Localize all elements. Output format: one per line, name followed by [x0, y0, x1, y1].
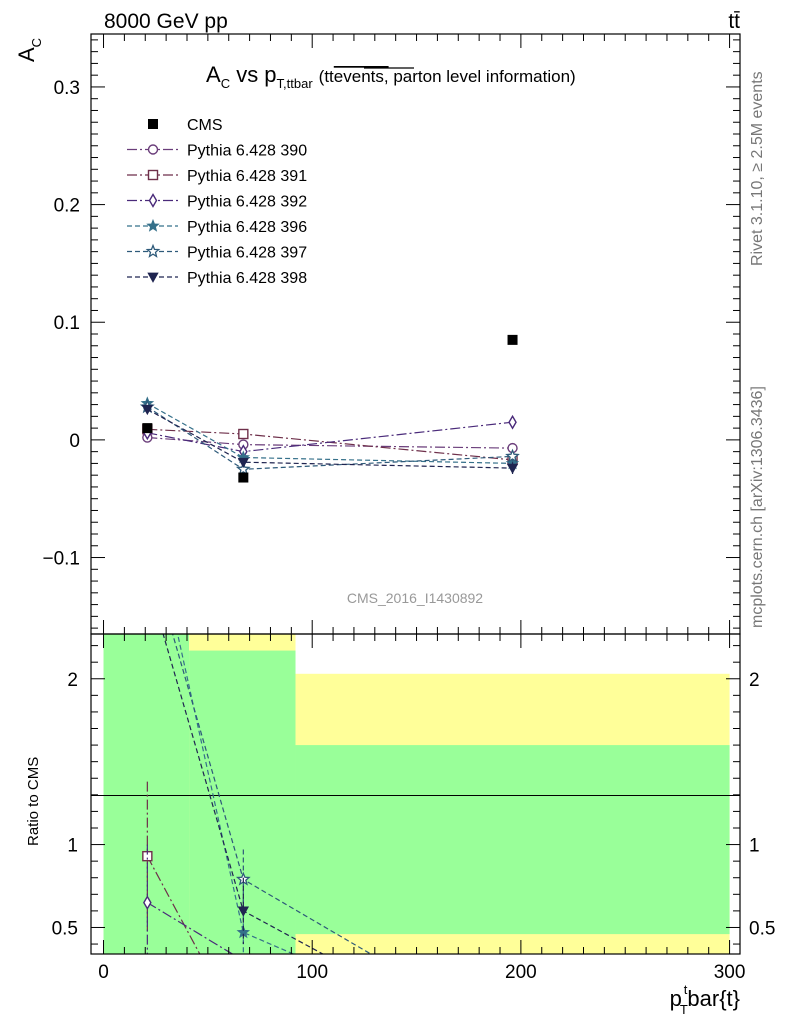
y-tick-label: 0.2 [54, 196, 80, 217]
series-point-5-1 [237, 457, 250, 469]
y-tick-label: 0.1 [54, 313, 80, 334]
ratio-line-2 [146, 902, 234, 954]
legend-label-5: Pythia 6.428 398 [187, 270, 307, 287]
x-tick-label: 0 [98, 962, 109, 983]
axis-ticks [91, 34, 740, 954]
ratio-y-tick-label-right: 0.5 [749, 918, 775, 939]
ratio-frame [90, 633, 741, 955]
ratio-line-1 [146, 855, 201, 954]
analysis-label: CMS_2016_I1430892 [347, 590, 483, 606]
series-line-1 [147, 428, 513, 461]
legend-marker-3 [146, 218, 160, 232]
ratio-y-tick-label-right: 1 [749, 836, 760, 857]
ratio-point-2-0 [143, 895, 152, 910]
legend-label-cms: CMS [187, 117, 223, 134]
axis-tick-labels: 0 100 200 300 −0.1 0 0.1 0.2 0.3 0.5 0.5 1 1 2 2 [42, 78, 775, 983]
series-point-2-2 [508, 414, 517, 430]
legend-label-1: Pythia 6.428 391 [187, 168, 307, 185]
ratio-series-lines [142, 634, 512, 1023]
ratio-uncertainty-bands [103, 634, 730, 954]
main-series-lines [139, 396, 520, 476]
y-axis-label: AC [14, 38, 44, 62]
ratio-y-tick-label-left: 1 [67, 836, 78, 857]
legend-marker-4 [145, 243, 161, 258]
legend-marker-1 [147, 169, 159, 181]
process-label: tt̄ [728, 10, 740, 33]
legend: CMS Pythia 6.428 390 Pythia 6.428 391 Pythi… [127, 117, 307, 287]
series-point-5-0 [141, 404, 154, 416]
ratio-point-5-1 [237, 906, 250, 917]
legend-label-3: Pythia 6.428 396 [187, 219, 307, 236]
legend-marker-cms [148, 119, 158, 129]
x-axis-label: pTtbar{t} [670, 982, 740, 1017]
energy-label: 8000 GeV pp [104, 10, 228, 33]
y-tick-label: −0.1 [42, 549, 80, 570]
y-tick-label: 0 [69, 431, 80, 452]
cms-data-points [142, 334, 518, 483]
cms-point-2 [507, 334, 518, 345]
cms-point-0 [142, 423, 153, 434]
chart-title: AC vs pT,ttbar (ttevents, parton level in… [206, 62, 576, 91]
ratio-y-axis-label: Ratio to CMS [25, 757, 42, 846]
ratio-line-0 [147, 977, 512, 1023]
series-point-4-2 [505, 448, 520, 463]
series-point-1-1 [238, 428, 249, 440]
legend-marker-0 [147, 144, 159, 155]
cms-point-1 [238, 472, 249, 483]
x-tick-label: 300 [714, 962, 746, 983]
band-inner-1 [189, 650, 296, 954]
legend-label-2: Pythia 6.428 392 [187, 194, 307, 211]
series-line-3 [147, 402, 513, 464]
ratio-y-tick-label-right: 2 [749, 670, 760, 691]
ratio-y-tick-label-left: 0.5 [52, 918, 78, 939]
rivet-label: Rivet 3.1.10, ≥ 2.5M events [749, 71, 766, 266]
band-inner-2 [295, 745, 730, 935]
legend-label-0: Pythia 6.428 390 [187, 143, 307, 160]
ratio-line-3 [176, 634, 295, 954]
legend-marker-2 [148, 193, 158, 208]
ratio-y-tick-label-left: 2 [67, 670, 78, 691]
legend-label-4: Pythia 6.428 397 [187, 245, 307, 262]
x-tick-label: 200 [505, 962, 537, 983]
y-tick-label: 0.3 [54, 78, 80, 99]
series-line-5 [147, 408, 513, 469]
mcplots-label: mcplots.cern.ch [arXiv:1306.3436] [749, 386, 766, 628]
legend-marker-5 [147, 272, 159, 283]
series-point-5-2 [506, 463, 519, 474]
series-point-4-1 [235, 461, 251, 476]
x-tick-label: 100 [296, 962, 328, 983]
